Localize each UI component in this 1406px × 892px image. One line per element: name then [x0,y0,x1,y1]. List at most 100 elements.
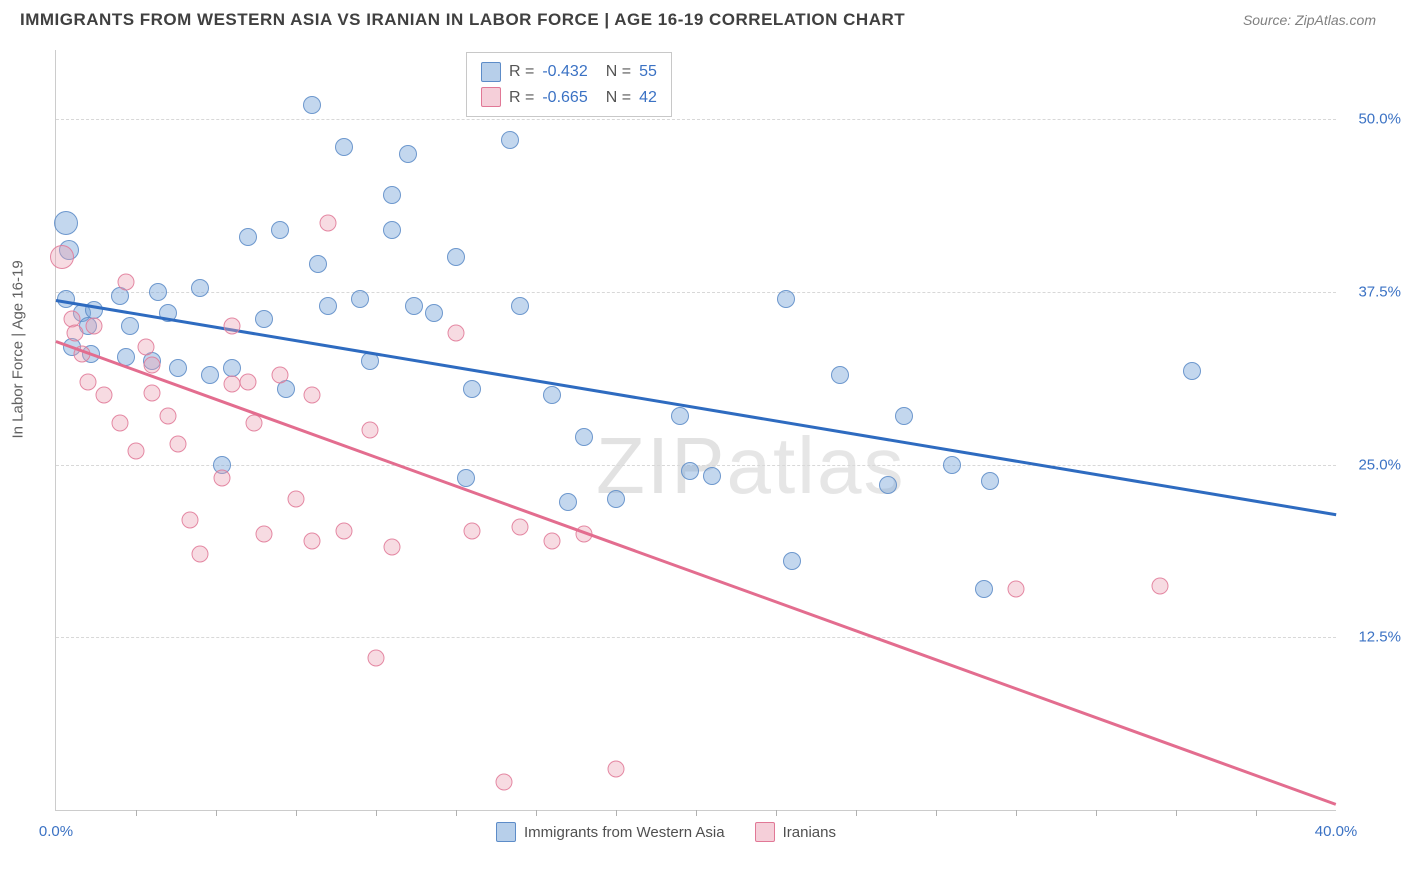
legend-r-value-1: -0.432 [542,59,587,85]
legend-r-label: R = [509,85,534,111]
data-point [255,310,273,328]
data-point [383,186,401,204]
source-attribution: Source: ZipAtlas.com [1243,12,1376,28]
gridline-horizontal [56,637,1336,638]
x-tick-label: 0.0% [39,823,73,840]
data-point [160,408,177,425]
data-point [943,456,961,474]
y-tick-label: 12.5% [1358,629,1401,646]
x-tick-mark [296,810,297,816]
x-tick-mark [1016,810,1017,816]
x-tick-mark [1176,810,1177,816]
data-point [559,493,577,511]
bottom-legend-label-1: Immigrants from Western Asia [524,824,725,841]
swatch-pink-icon [755,822,775,842]
data-point [288,491,305,508]
data-point [368,650,385,667]
data-point [607,490,625,508]
data-point [703,467,721,485]
x-tick-mark [376,810,377,816]
data-point [511,297,529,315]
swatch-blue-icon [496,822,516,842]
bottom-legend-item-2: Iranians [755,822,836,842]
legend-row-series2: R = -0.665 N = 42 [481,85,657,111]
data-point [361,422,378,439]
x-tick-mark [216,810,217,816]
data-point [351,290,369,308]
x-tick-mark [136,810,137,816]
data-point [1183,362,1201,380]
data-point [118,274,135,291]
data-point [463,380,481,398]
data-point [214,470,231,487]
data-point [50,245,74,269]
data-point [137,339,154,356]
data-point [303,96,321,114]
data-point [319,297,337,315]
x-tick-mark [696,810,697,816]
y-tick-label: 25.0% [1358,456,1401,473]
data-point [86,318,103,335]
swatch-blue-icon [481,62,501,82]
data-point [144,357,161,374]
bottom-legend-item-1: Immigrants from Western Asia [496,822,725,842]
regression-line [56,340,1337,805]
legend-n-value-2: 42 [639,85,657,111]
data-point [575,428,593,446]
y-tick-label: 50.0% [1358,111,1401,128]
data-point [201,366,219,384]
data-point [384,539,401,556]
legend-n-label: N = [606,59,631,85]
legend-n-value-1: 55 [639,59,657,85]
data-point [1152,578,1169,595]
data-point [121,317,139,335]
data-point [149,283,167,301]
data-point [335,138,353,156]
data-point [224,318,241,335]
data-point [496,774,513,791]
data-point [67,325,84,342]
data-point [304,387,321,404]
data-point [448,325,465,342]
data-point [246,415,263,432]
data-point [271,221,289,239]
data-point [144,384,161,401]
data-point [272,366,289,383]
regression-line [56,299,1336,516]
data-point [336,522,353,539]
data-point [783,552,801,570]
data-point [671,407,689,425]
data-point [501,131,519,149]
data-point [54,211,78,235]
chart-title: IMMIGRANTS FROM WESTERN ASIA VS IRANIAN … [20,10,905,30]
x-tick-mark [856,810,857,816]
data-point [399,145,417,163]
data-point [975,580,993,598]
data-point [192,546,209,563]
legend-n-label: N = [606,85,631,111]
data-point [320,214,337,231]
gridline-horizontal [56,119,1336,120]
y-axis-label: In Labor Force | Age 16-19 [10,260,27,438]
data-point [223,359,241,377]
data-point [512,518,529,535]
gridline-horizontal [56,292,1336,293]
data-point [128,442,145,459]
data-point [383,221,401,239]
data-point [182,511,199,528]
x-tick-mark [456,810,457,816]
data-point [681,462,699,480]
legend-row-series1: R = -0.432 N = 55 [481,59,657,85]
x-tick-mark [1256,810,1257,816]
legend-r-label: R = [509,59,534,85]
x-tick-mark [936,810,937,816]
chart-header: IMMIGRANTS FROM WESTERN ASIA VS IRANIAN … [0,0,1406,35]
data-point [112,415,129,432]
swatch-pink-icon [481,87,501,107]
x-tick-mark [776,810,777,816]
data-point [447,248,465,266]
scatter-chart: R = -0.432 N = 55 R = -0.665 N = 42 ZIPa… [55,50,1336,811]
data-point [831,366,849,384]
data-point [457,469,475,487]
y-tick-label: 37.5% [1358,283,1401,300]
